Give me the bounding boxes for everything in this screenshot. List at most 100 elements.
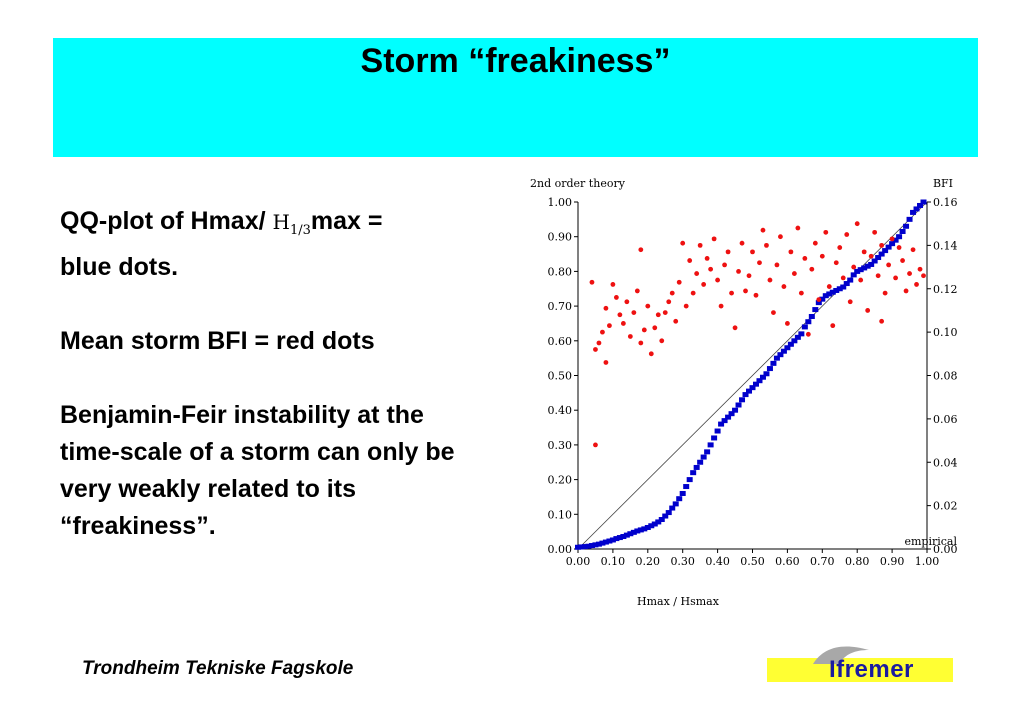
qq-point	[899, 228, 906, 234]
qq-point	[777, 352, 784, 358]
qq-point	[794, 334, 801, 340]
x-tick-label: 0.70	[810, 555, 835, 568]
bfi-point	[631, 310, 637, 316]
y-left-tick-label: 0.70	[548, 300, 573, 313]
qq-point	[770, 360, 777, 366]
y-right-tick-label: 0.16	[933, 196, 958, 209]
qq-point	[623, 532, 630, 538]
x-axis-title: Hmax / Hsmax	[637, 595, 720, 608]
qq-point	[892, 237, 899, 243]
qq-point	[746, 388, 753, 394]
qq-point	[920, 199, 927, 205]
x-tick-label: 0.30	[670, 555, 695, 568]
qq-point	[763, 371, 770, 377]
qq-point	[784, 345, 791, 351]
qq-point	[847, 277, 854, 283]
bfi-point	[669, 290, 675, 296]
chart-axes	[574, 201, 931, 553]
bfi-point	[732, 325, 738, 331]
bfi-point	[673, 318, 679, 324]
qq-point	[798, 331, 805, 337]
qq-point	[773, 355, 780, 361]
qq-point	[575, 544, 581, 550]
bfi-point	[600, 329, 605, 335]
qq-point	[651, 521, 658, 527]
qq-point	[903, 223, 910, 229]
bfi-point	[896, 245, 902, 250]
x-tick-label: 0.80	[845, 555, 870, 568]
title-band: Storm “freakiness”	[53, 38, 978, 157]
bfi-point	[791, 271, 797, 276]
qq-point	[801, 324, 808, 330]
qq-point	[578, 544, 585, 550]
y-right-tick-label: 0.02	[933, 500, 958, 513]
qq-point	[819, 296, 826, 302]
bfi-point	[711, 236, 717, 242]
bullet-qq-plot-text: QQ-plot of Hmax/	[60, 207, 266, 235]
qq-point	[833, 287, 840, 293]
bfi-point	[903, 288, 909, 294]
qq-point	[864, 263, 871, 269]
qq-point	[913, 206, 920, 212]
bfi-point	[910, 247, 916, 253]
qq-point	[690, 470, 697, 476]
qq-point	[882, 248, 889, 254]
qq-point	[592, 542, 599, 548]
bfi-point	[596, 340, 602, 346]
bfi-point	[627, 334, 633, 339]
qq-point	[732, 407, 739, 413]
qq-point	[815, 300, 822, 306]
qq-point	[602, 539, 609, 545]
qq-point	[620, 534, 627, 540]
qq-point	[662, 513, 669, 519]
qq-point	[791, 338, 798, 344]
bfi-point	[617, 312, 623, 318]
bfi-point	[872, 229, 878, 235]
qq-point	[676, 496, 683, 502]
qq-point	[854, 268, 861, 274]
bfi-point	[652, 325, 658, 331]
qq-point	[679, 490, 686, 496]
bfi-point	[659, 338, 665, 344]
qq-point	[721, 418, 728, 424]
bfi-point	[875, 273, 881, 279]
bfi-point	[753, 292, 759, 298]
bfi-point	[638, 340, 644, 346]
bfi-point	[662, 310, 668, 316]
qq-point	[613, 536, 620, 542]
bfi-point	[802, 255, 808, 261]
bfi-point	[610, 282, 616, 287]
bfi-point	[638, 247, 644, 253]
qq-point	[829, 289, 836, 295]
slide-title: Storm “freakiness”	[360, 42, 671, 80]
bfi-point	[607, 323, 612, 329]
bfi-point	[882, 290, 888, 296]
qq-point	[718, 421, 725, 427]
bfi-point	[879, 242, 885, 248]
y-right-tick-label: 0.14	[933, 239, 958, 252]
qq-point	[749, 385, 756, 391]
bfi-point	[833, 260, 839, 266]
y-left-tick-label: 0.50	[548, 370, 573, 383]
qq-point	[606, 538, 613, 544]
right-axis-title: BFI	[933, 177, 953, 190]
qq-point	[871, 258, 878, 264]
qq-point	[637, 527, 644, 533]
y-left-tick-label: 0.60	[548, 335, 573, 348]
bfi-point	[921, 273, 926, 279]
qq-point	[616, 535, 623, 541]
bfi-point	[620, 321, 626, 326]
bfi-point	[676, 279, 682, 285]
x-tick-label: 0.60	[775, 555, 800, 568]
bfi-point	[774, 262, 780, 268]
bfi-point	[683, 303, 689, 309]
bullet-list: QQ-plot of Hmax/ H1/3max = blue dots. Me…	[60, 203, 480, 582]
qq-point	[857, 267, 864, 273]
qq-point	[889, 241, 896, 247]
y-right-tick-label: 0.00	[933, 543, 958, 556]
qq-point	[627, 531, 634, 537]
bfi-point	[634, 288, 640, 294]
qq-point	[697, 459, 704, 465]
qq-point	[756, 378, 763, 384]
qq-point	[808, 314, 815, 320]
